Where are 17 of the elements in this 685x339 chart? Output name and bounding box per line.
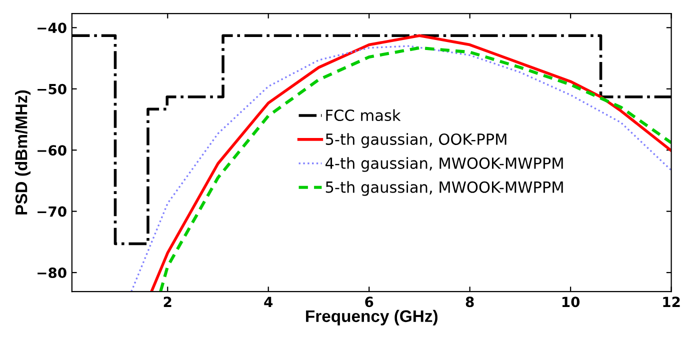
legend-label: 4-th gaussian, MWOOK-MWPPM bbox=[325, 157, 563, 172]
x-axis-title: Frequency (GHz) bbox=[306, 310, 438, 326]
x-tick-label: 12 bbox=[663, 296, 680, 307]
x-tick-label: 8 bbox=[466, 296, 474, 308]
x-tick-label: 2 bbox=[164, 296, 172, 307]
legend-label: 5-th gaussian, MWOOK-MWPPM bbox=[326, 181, 563, 196]
y-tick-label: −50 bbox=[38, 84, 66, 94]
legend-label: 5-th gaussian, OOK-PPM bbox=[326, 133, 506, 148]
y-tick-label: −70 bbox=[38, 206, 66, 217]
x-tick-label: 10 bbox=[562, 296, 580, 308]
y-tick-label: −80 bbox=[38, 268, 66, 278]
legend-label: FCC mask bbox=[326, 109, 401, 122]
y-tick-label: −40 bbox=[38, 22, 66, 34]
x-tick-label: 4 bbox=[264, 296, 273, 307]
y-tick-label: −60 bbox=[38, 145, 66, 156]
y-axis-title: PSD (dBm/MHz) bbox=[15, 90, 31, 214]
x-tick-label: 6 bbox=[365, 296, 374, 308]
